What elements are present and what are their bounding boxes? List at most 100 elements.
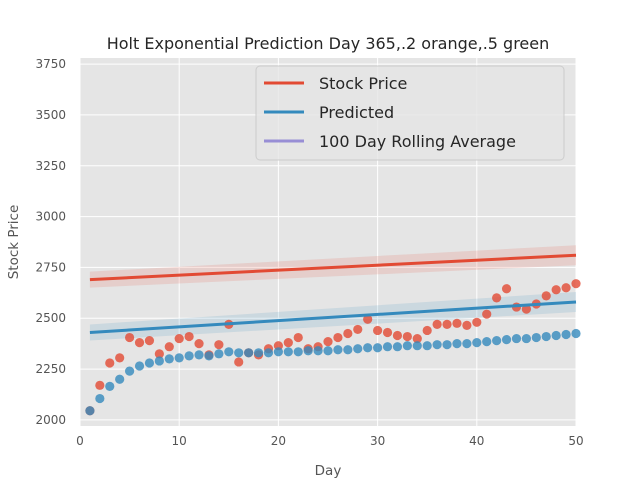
y-tick-label: 2500 — [35, 311, 66, 325]
data-point — [422, 325, 432, 336]
legend-box — [255, 65, 565, 161]
data-point — [333, 332, 343, 343]
data-point — [472, 317, 482, 327]
data-point — [204, 351, 214, 361]
data-point — [234, 357, 244, 367]
data-point — [214, 340, 224, 350]
data-point — [492, 293, 502, 303]
data-point — [253, 348, 264, 358]
data-point — [462, 320, 472, 330]
x-axis-label: Day — [315, 463, 342, 479]
data-point — [511, 333, 522, 344]
data-point — [293, 347, 303, 357]
data-point — [382, 327, 393, 338]
legend-label: Predicted — [319, 103, 394, 122]
data-point — [144, 358, 155, 368]
data-point — [442, 340, 452, 350]
data-point — [244, 348, 254, 358]
data-point — [551, 285, 561, 295]
data-point — [125, 366, 135, 376]
y-tick-label: 2750 — [35, 260, 66, 274]
data-point — [442, 319, 452, 329]
data-point — [501, 284, 512, 294]
data-point — [353, 344, 363, 354]
y-tick-labels: 2000 2250 2500 2750 3000 3250 3500 3750 — [35, 57, 66, 427]
x-tick-label: 30 — [370, 434, 385, 448]
x-tick-labels: 0 10 20 30 40 50 — [76, 434, 583, 448]
y-axis-label: Stock Price — [6, 205, 22, 280]
data-point — [541, 291, 551, 301]
data-point — [432, 319, 442, 329]
data-point — [144, 336, 155, 346]
data-point — [561, 329, 571, 340]
data-point — [571, 328, 581, 339]
data-point — [402, 331, 412, 342]
data-point — [392, 330, 403, 341]
x-tick-label: 10 — [172, 434, 187, 448]
data-point — [343, 345, 353, 355]
y-tick-label: 3500 — [35, 108, 66, 122]
data-point — [194, 339, 204, 349]
trend-lines — [89, 253, 577, 334]
chart-title: Holt Exponential Prediction Day 365,.2 o… — [107, 34, 550, 53]
data-point — [184, 351, 194, 361]
data-point — [164, 354, 174, 364]
trend-line — [89, 300, 577, 334]
data-point — [174, 353, 184, 363]
data-point — [95, 380, 105, 390]
data-point — [373, 343, 383, 353]
data-point — [561, 283, 571, 293]
data-point — [293, 332, 303, 343]
data-point — [134, 361, 145, 371]
data-point — [363, 343, 373, 353]
data-point — [313, 346, 323, 356]
data-point — [531, 332, 541, 343]
data-point — [472, 338, 482, 348]
data-point — [224, 347, 234, 357]
legend-label: 100 Day Rolling Average — [319, 132, 516, 151]
trend-line — [89, 253, 577, 282]
data-point — [462, 339, 472, 349]
data-point — [174, 333, 184, 344]
data-point — [303, 346, 313, 356]
data-point — [482, 309, 492, 319]
legend: Stock Price Predicted 100 Day Rolling Aver… — [255, 65, 565, 161]
y-tick-label: 2250 — [35, 362, 66, 376]
y-tick-label: 3000 — [35, 210, 66, 224]
data-point — [154, 356, 164, 366]
x-tick-label: 50 — [568, 434, 583, 448]
data-point — [363, 314, 373, 324]
data-point — [333, 345, 343, 355]
x-tick-label: 20 — [271, 434, 286, 448]
y-tick-label: 2000 — [35, 413, 66, 427]
data-point — [571, 279, 581, 289]
y-tick-label: 3250 — [35, 159, 66, 173]
data-point — [323, 337, 333, 347]
data-point — [234, 348, 244, 358]
data-point — [115, 374, 125, 384]
x-tick-label: 0 — [76, 434, 84, 448]
data-point — [373, 325, 383, 336]
data-point — [452, 318, 462, 328]
data-point — [452, 339, 462, 349]
data-point — [343, 328, 353, 339]
data-point — [432, 340, 442, 350]
y-tick-label: 3750 — [35, 57, 66, 71]
legend-label: Stock Price — [319, 74, 407, 93]
data-point — [263, 348, 274, 358]
data-point — [541, 331, 551, 342]
data-point — [353, 324, 363, 335]
data-point — [283, 347, 293, 357]
data-point — [115, 353, 125, 363]
x-tick-label: 40 — [469, 434, 484, 448]
data-point — [521, 304, 532, 314]
data-point — [184, 331, 194, 342]
data-point — [382, 342, 393, 352]
data-point — [154, 349, 164, 359]
data-point — [402, 341, 412, 351]
data-point — [105, 358, 115, 368]
data-point — [214, 349, 224, 359]
data-point — [95, 393, 105, 404]
data-point — [273, 347, 283, 357]
